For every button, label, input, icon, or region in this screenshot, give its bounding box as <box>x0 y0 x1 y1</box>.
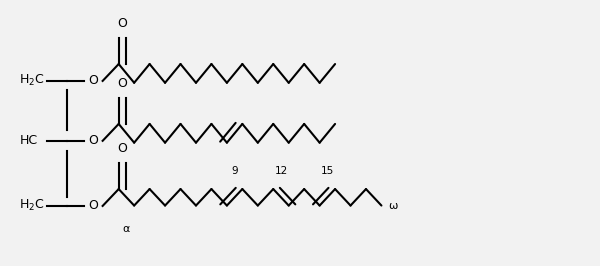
Text: O: O <box>88 74 98 88</box>
Text: O: O <box>88 134 98 147</box>
Text: 12: 12 <box>274 166 287 176</box>
Text: α: α <box>123 224 130 234</box>
Text: O: O <box>118 17 127 30</box>
Text: 15: 15 <box>321 166 334 176</box>
Text: HC: HC <box>19 134 38 147</box>
Text: O: O <box>88 200 98 213</box>
Text: 9: 9 <box>231 166 238 176</box>
Text: O: O <box>118 142 127 155</box>
Text: H$_2$C: H$_2$C <box>19 198 45 214</box>
Text: H$_2$C: H$_2$C <box>19 73 45 89</box>
Text: O: O <box>118 77 127 90</box>
Text: ω: ω <box>389 201 398 211</box>
